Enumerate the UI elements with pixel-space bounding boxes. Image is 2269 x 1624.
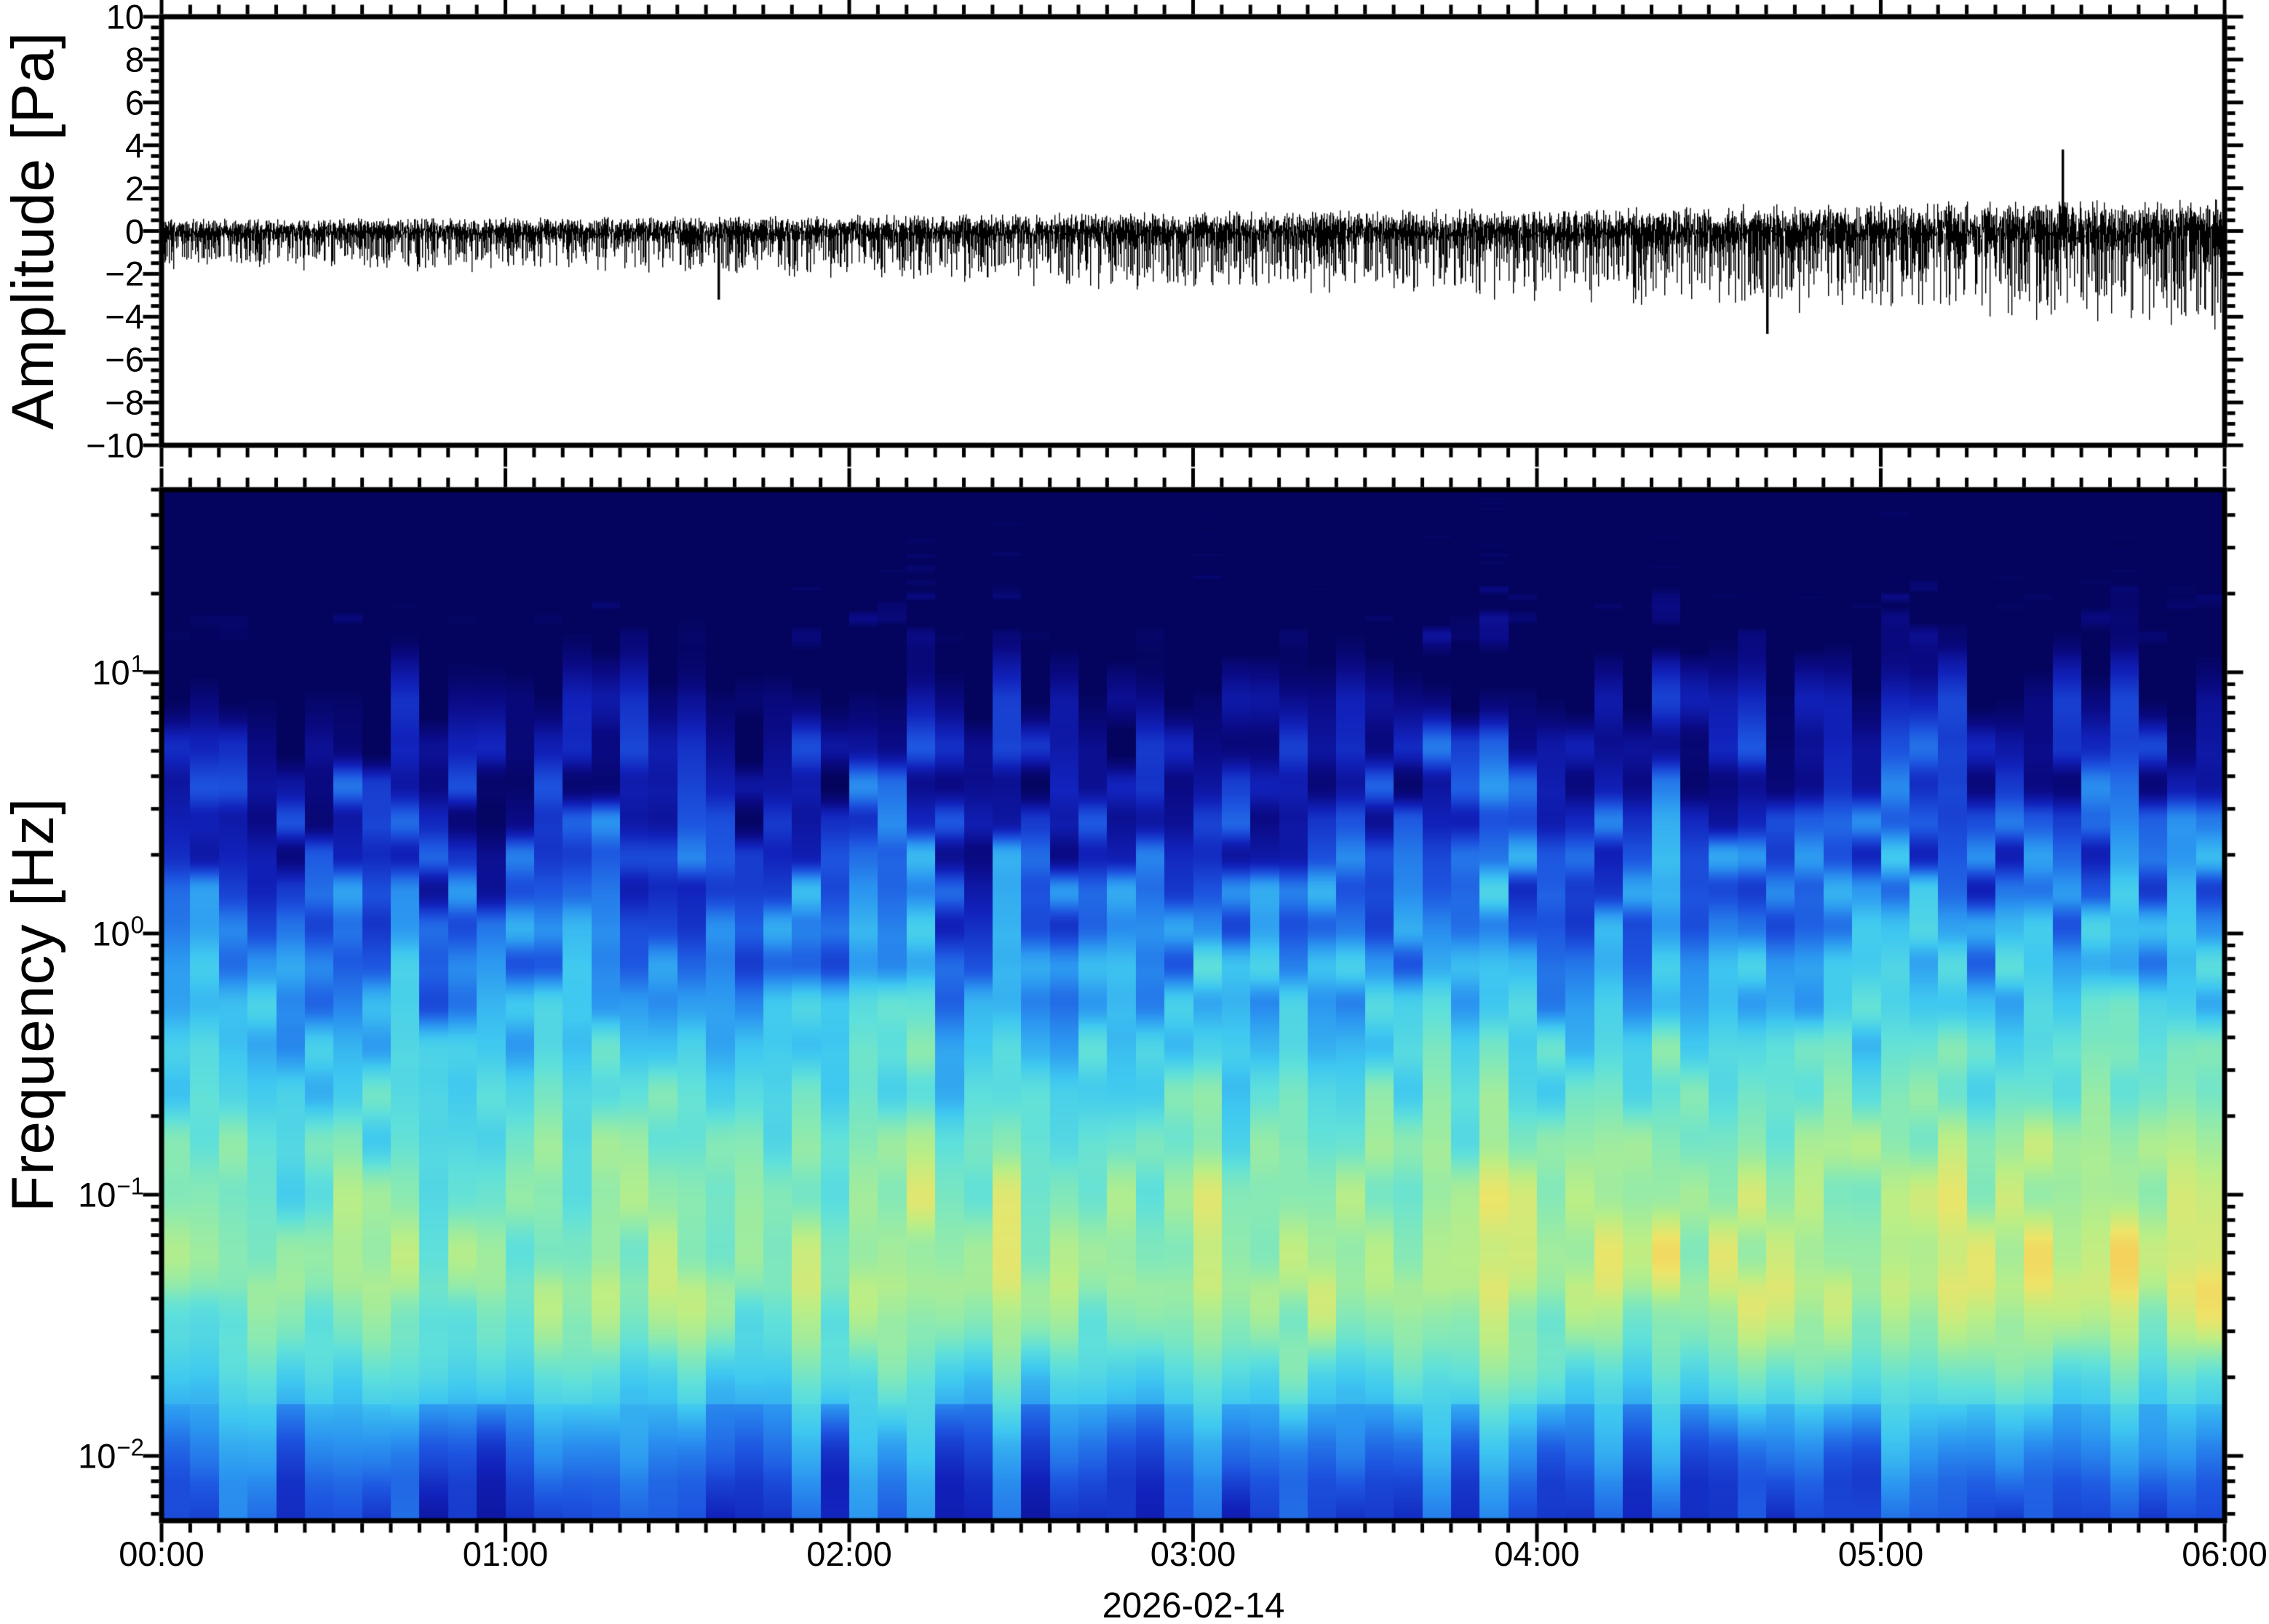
date-label: 2026-02-14 — [1102, 1586, 1285, 1624]
amplitude-ytick-label: −4 — [105, 297, 144, 336]
frequency-axis-title: Frequency [Hz] — [0, 797, 66, 1212]
time-xtick-label: 02:00 — [806, 1535, 892, 1573]
time-xtick-label: 05:00 — [1837, 1535, 1924, 1573]
time-xtick-label: 03:00 — [1150, 1535, 1236, 1573]
power-of-ten-base: 10 — [92, 914, 130, 953]
time-xtick-label: 04:00 — [1494, 1535, 1580, 1573]
power-of-ten-exponent: −1 — [116, 1172, 144, 1200]
power-of-ten-exponent: 0 — [130, 911, 144, 939]
power-of-ten-base: 10 — [78, 1175, 116, 1214]
power-of-ten-base: 10 — [78, 1436, 116, 1476]
amplitude-ytick-label: 0 — [124, 212, 144, 250]
power-of-ten-exponent: −2 — [116, 1433, 144, 1461]
frequency-ytick-label: 100 — [0, 912, 144, 953]
time-xtick-label: 01:00 — [462, 1535, 549, 1573]
frequency-ytick-label: 10−1 — [0, 1174, 144, 1214]
time-xtick-label: 06:00 — [2182, 1535, 2268, 1573]
time-xtick-label: 00:00 — [119, 1535, 204, 1573]
amplitude-ytick-label: 6 — [124, 83, 144, 122]
amplitude-ytick-label: −2 — [105, 254, 144, 293]
amplitude-ytick-label: −10 — [86, 426, 144, 465]
amplitude-ytick-label: −6 — [105, 340, 144, 379]
amplitude-ytick-label: 2 — [124, 169, 144, 208]
frequency-ytick-label: 10−2 — [0, 1435, 144, 1476]
power-of-ten-base: 10 — [92, 653, 130, 692]
frequency-ytick-label: 101 — [0, 651, 144, 692]
amplitude-ytick-label: −8 — [105, 383, 144, 422]
amplitude-ytick-label: 4 — [124, 126, 144, 165]
amplitude-ytick-label: 10 — [106, 0, 144, 36]
power-of-ten-exponent: 1 — [130, 650, 144, 677]
amplitude-ytick-label: 8 — [124, 40, 144, 79]
